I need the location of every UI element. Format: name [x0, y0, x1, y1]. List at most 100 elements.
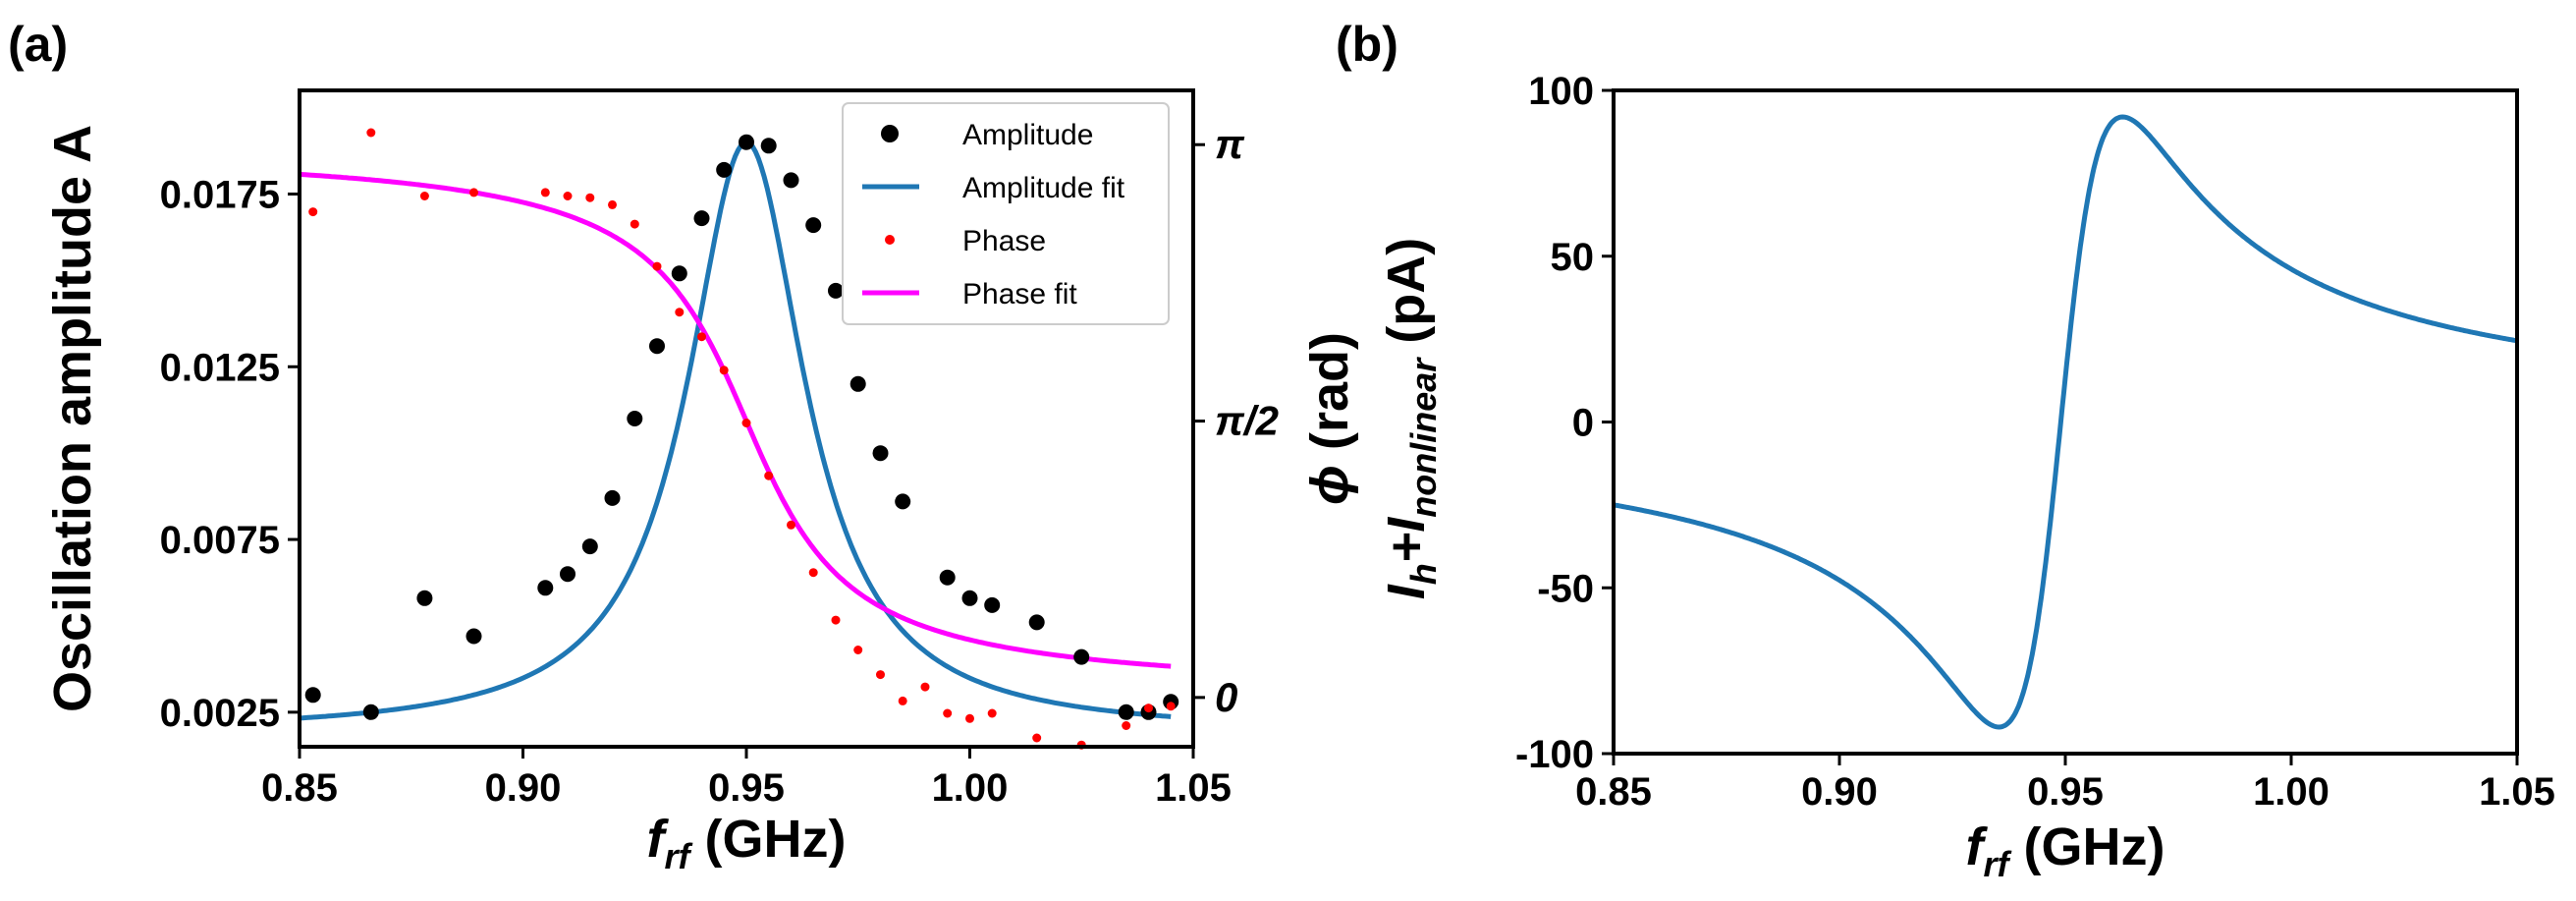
amplitude-point [581, 538, 598, 555]
phase-point [540, 188, 550, 197]
panel-a-data-layer [299, 128, 1179, 750]
legend-amplitude-label: Amplitude [962, 119, 1093, 151]
amplitude-point [693, 210, 710, 227]
panel-b-x-tick-label: 0.90 [1801, 770, 1878, 814]
phase-point [419, 192, 429, 200]
amplitude-fit-line [299, 140, 1172, 721]
phase-point [585, 193, 595, 202]
amplitude-point [671, 265, 687, 282]
ylab-i: I [1377, 584, 1436, 599]
amplitude-point [805, 217, 822, 234]
phase-point [787, 520, 795, 530]
amplitude-point [716, 161, 733, 178]
panel-b-ticks: 0.85 0.90 0.95 1.00 1.05 -100 -50 0 50 100 [1515, 70, 2555, 814]
panel-a-label: (a) [8, 17, 68, 72]
phase-point [943, 708, 953, 718]
panel-b-y-tick-label: 100 [1528, 70, 1594, 113]
ylab-plus-i: +I [1377, 517, 1436, 564]
phase-point [764, 471, 774, 480]
panel-a-y-label-left: Oscillation amplitude A [43, 125, 102, 712]
panel-a-y-tick-label: 0.0075 [160, 519, 280, 562]
panel-b-y-tick-label: 0 [1572, 402, 1594, 445]
amplitude-point [416, 590, 433, 606]
panel-a-right-tick-label: π [1215, 121, 1245, 167]
amplitude-point [537, 580, 554, 596]
panel-b-y-label: Ih+Inonlinear (pA) [1377, 238, 1444, 600]
amplitude-point [760, 138, 777, 154]
panel-a-x-tick-label: 0.85 [261, 766, 338, 810]
panel-b-x-label: frf (GHz) [1966, 817, 2165, 884]
amplitude-point [872, 445, 889, 462]
legend-phase-marker [885, 235, 895, 245]
amplitude-point [362, 704, 379, 720]
phase-point [308, 207, 318, 217]
phase-point [1144, 704, 1153, 713]
panel-a-y-tick-label: 0.0025 [160, 692, 280, 735]
phase-point [366, 128, 376, 138]
x-label-f-b: f [1966, 817, 1989, 876]
phase-point [469, 188, 478, 197]
current-curve [1613, 114, 2518, 730]
phase-point [741, 419, 751, 427]
phase-point [563, 192, 573, 200]
amplitude-point [1118, 704, 1134, 720]
amplitude-point [783, 172, 799, 189]
amplitude-point [739, 134, 754, 150]
phase-point [675, 308, 685, 317]
phase-point [965, 713, 974, 723]
phi-unit: (rad) [1300, 332, 1359, 465]
panel-a-y-tick-label: 0.0175 [160, 173, 280, 216]
panel-a-y-label-right: ϕ (rad) [1300, 332, 1359, 505]
amplitude-point [466, 628, 482, 645]
legend-box [842, 102, 1170, 325]
x-label-unit: (GHz) [690, 810, 847, 869]
ylab-unit: (pA) [1377, 238, 1436, 359]
phase-point [1166, 702, 1176, 711]
panel-a-ticks: 0.85 0.90 0.95 1.00 1.05 0.0025 0.0075 0.0125 0.… [160, 121, 1279, 810]
phase-point [920, 682, 930, 692]
phase-point [898, 696, 907, 705]
amplitude-point [961, 590, 978, 606]
panel-b-label: (b) [1336, 17, 1398, 72]
phase-point [853, 646, 863, 654]
phase-point [697, 332, 706, 342]
amplitude-point [560, 566, 575, 583]
panel-b-data-layer [1613, 114, 2518, 730]
panel-b-x-tick-label: 0.95 [2027, 770, 2104, 814]
amplitude-point [604, 489, 621, 506]
amplitude-point [895, 493, 911, 510]
x-label-f: f [647, 810, 670, 869]
x-label-unit-b: (GHz) [2009, 817, 2165, 876]
phase-point [1032, 733, 1042, 743]
panel-a-x-tick-label: 0.90 [485, 766, 562, 810]
panel-b-axes-frame [1612, 88, 2519, 756]
phase-point [608, 199, 617, 209]
panel-b-x-tick-label: 0.85 [1575, 770, 1652, 814]
phase-point [808, 568, 818, 578]
amplitude-point [984, 596, 1001, 613]
x-label-rf-b: rf [1984, 844, 2012, 884]
amplitude-point [627, 411, 643, 426]
phase-point [652, 261, 662, 271]
panel-a: (a) 0.85 0.90 0.95 1.00 1.05 0.0025 0.0075 0.01… [8, 17, 1359, 876]
ylab-h: h [1403, 563, 1444, 585]
panel-a-x-tick-label: 1.05 [1155, 766, 1232, 810]
amplitude-point [1073, 648, 1090, 665]
panel-b-x-tick-label: 1.00 [2253, 770, 2329, 814]
panel-b-x-tick-label: 1.05 [2479, 770, 2555, 814]
phase-point [630, 219, 639, 229]
legend-phase-label: Phase [962, 225, 1046, 257]
phase-point [987, 708, 997, 718]
phase-fit-line [299, 171, 1172, 669]
phase-point [831, 615, 841, 625]
phase-point [719, 366, 729, 375]
panel-a-right-tick-label: 0 [1215, 674, 1237, 720]
panel-b: (b) 0.85 0.90 0.95 1.00 1.05 -100 -50 0 50 100 Ih… [1336, 17, 2555, 884]
legend-phase-fit-label: Phase fit [962, 278, 1077, 310]
phase-point [876, 670, 885, 680]
phase-point [1122, 721, 1131, 730]
panel-b-y-tick-label: -50 [1537, 567, 1594, 610]
panel-a-x-tick-label: 1.00 [932, 766, 1009, 810]
x-label-rf: rf [665, 836, 693, 876]
